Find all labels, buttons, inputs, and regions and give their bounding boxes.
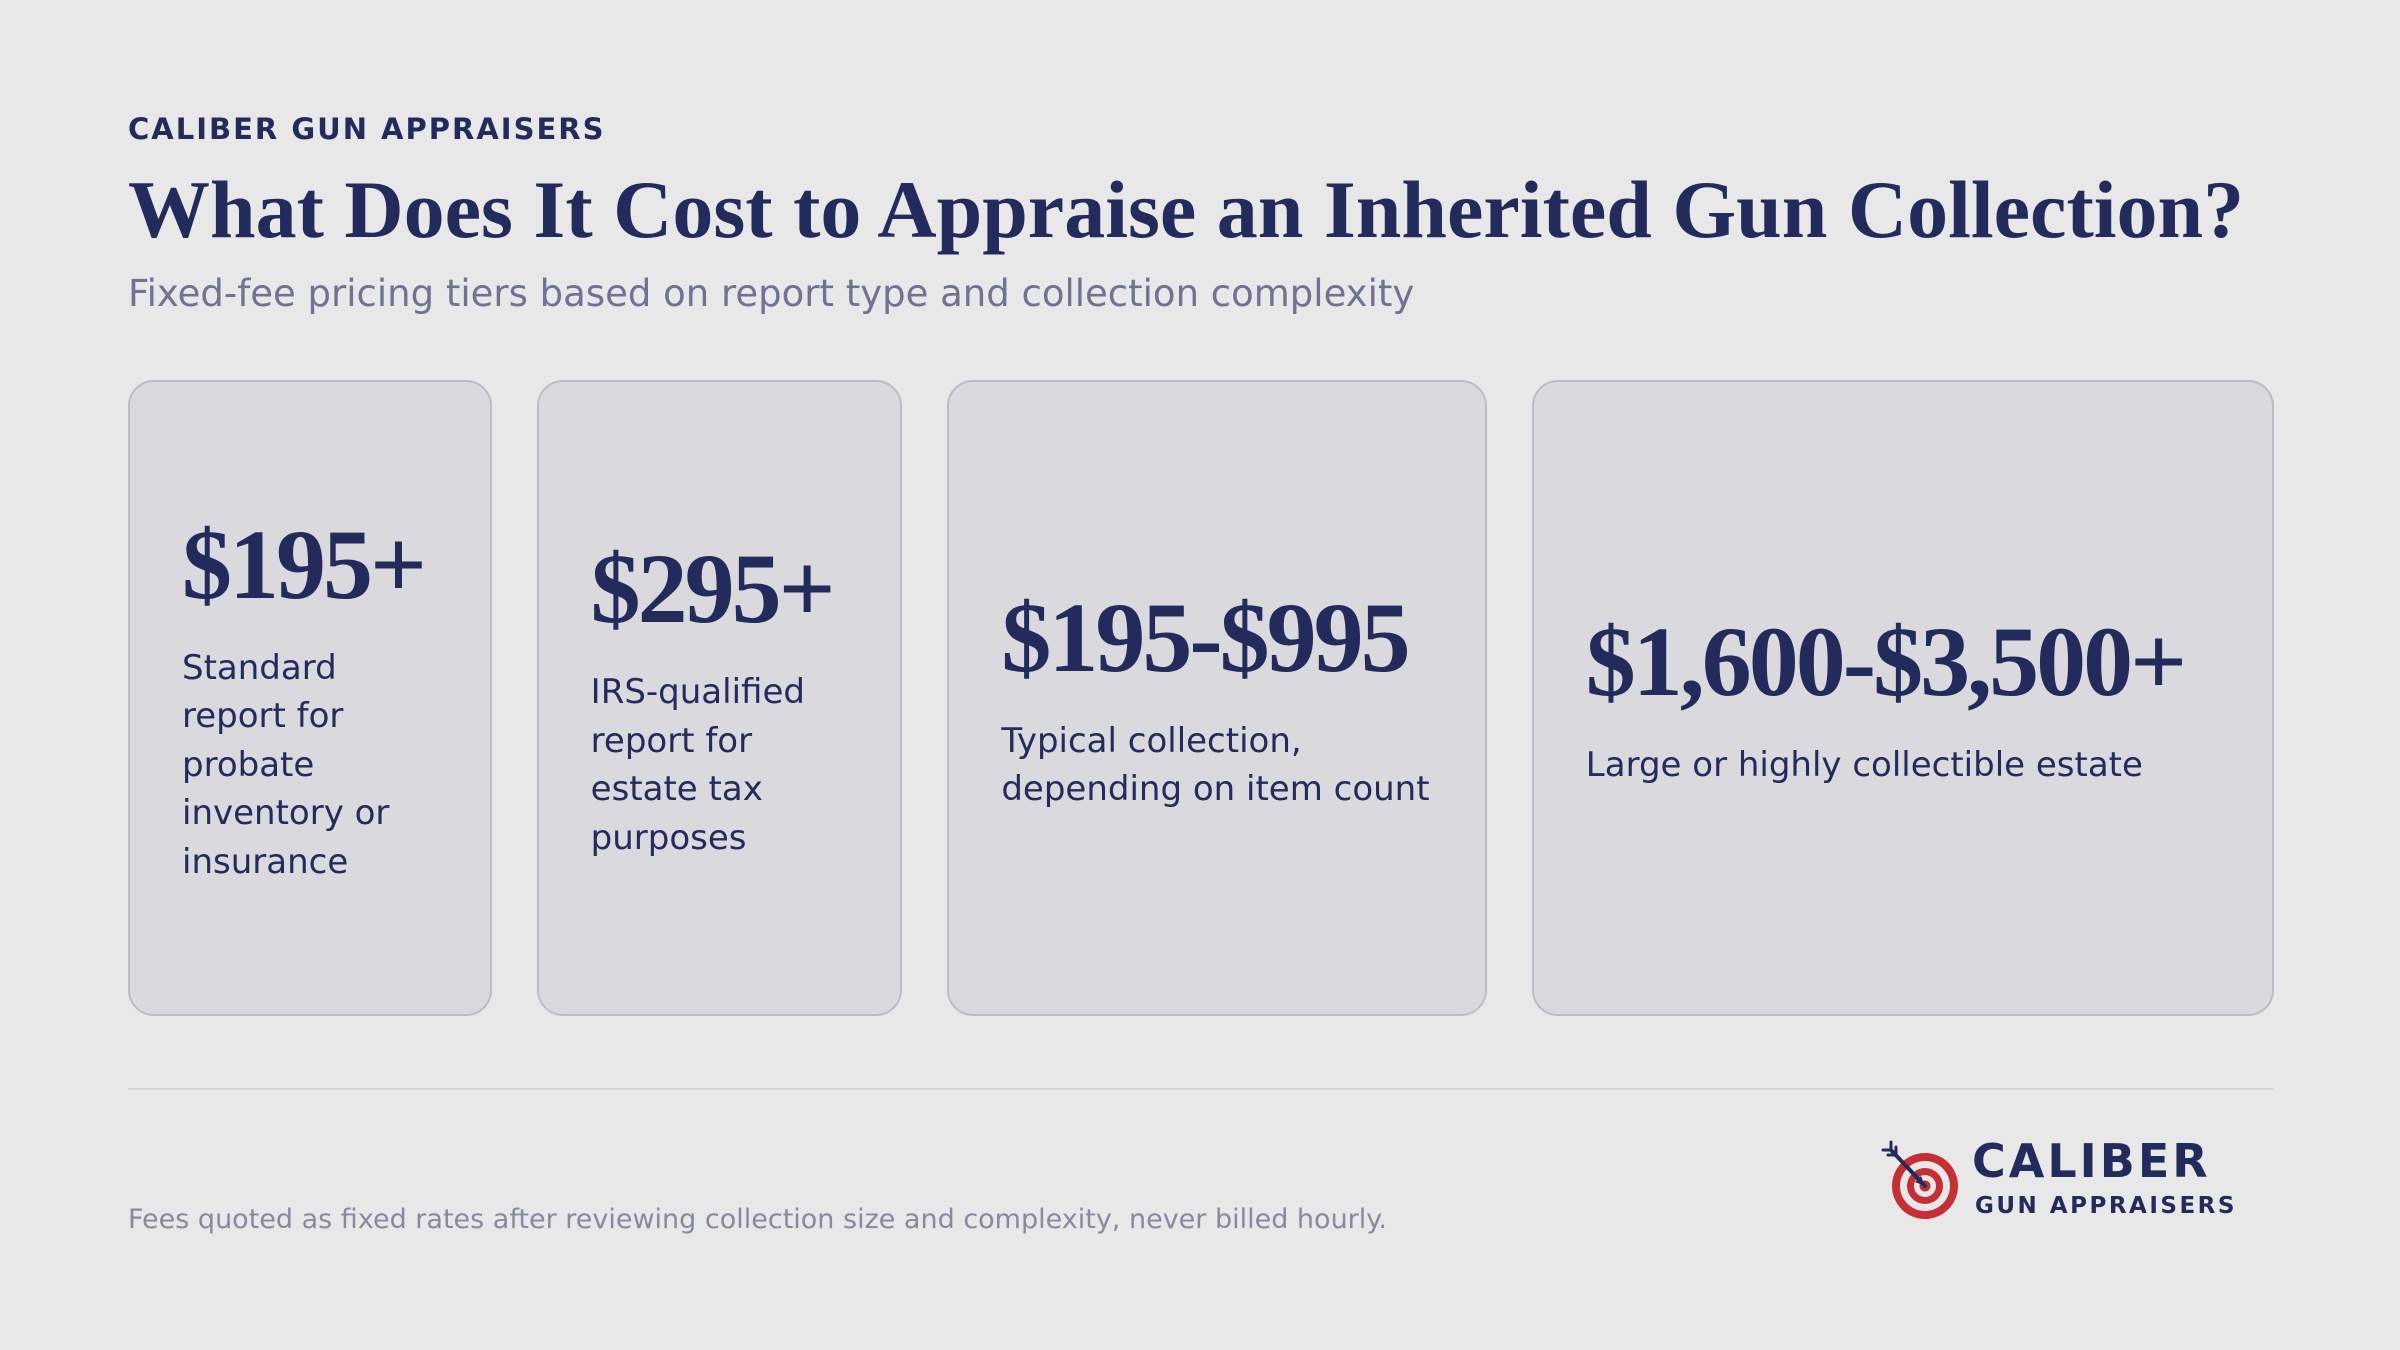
tier-description: Large or highly collectible estate [1585, 744, 2143, 785]
page-title: What Does It Cost to Appraise an Inherit… [128, 164, 2245, 255]
pricing-tiers: $195+ Standard report for probate invent… [128, 380, 2274, 1016]
brand-eyebrow: CALIBER GUN APPRAISERS [128, 112, 606, 146]
logo-wordmark: CALIBER [1972, 1134, 2211, 1188]
target-icon [1881, 1140, 1958, 1219]
pricing-card-typical: $195-$995 Typical collection, depending … [947, 380, 1487, 1016]
tier-price: $295+ [590, 533, 836, 644]
tier-price: $1,600-$3,500+ [1585, 605, 2187, 717]
pricing-card-irs: $295+ IRS-qualified report for estate ta… [536, 380, 903, 1016]
tier-description: Standard report for probate inventory or… [182, 647, 390, 882]
footer-divider [128, 1088, 2274, 1090]
tier-price: $195+ [182, 508, 427, 620]
caliber-logo: CALIBER GUN APPRAISERS [1880, 1132, 2280, 1228]
logo-tagline: GUN APPRAISERS [1975, 1193, 2237, 1219]
tier-price: $195-$995 [1001, 581, 1410, 693]
pricing-footnote: Fees quoted as fixed rates after reviewi… [128, 1204, 1387, 1235]
pricing-card-standard: $195+ Standard report for probate invent… [128, 380, 492, 1016]
tier-description: Typical collection, depending on item co… [1001, 720, 1430, 810]
page-subtitle: Fixed-fee pricing tiers based on report … [128, 272, 1415, 315]
pricing-card-large-estate: $1,600-$3,500+ Large or highly collectib… [1531, 380, 2274, 1016]
tier-description: IRS-qualified report for estate tax purp… [590, 672, 805, 858]
